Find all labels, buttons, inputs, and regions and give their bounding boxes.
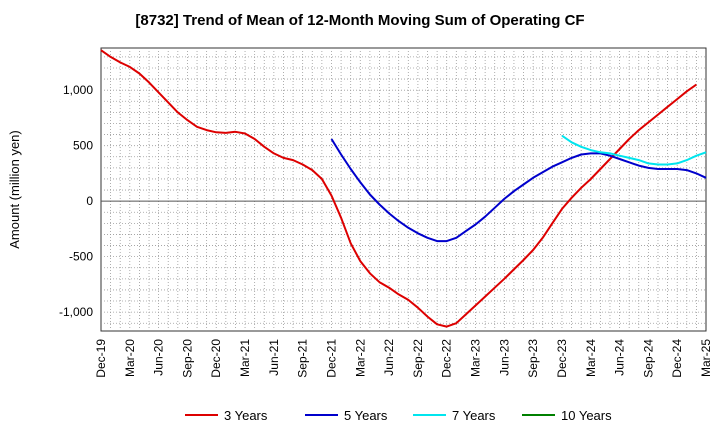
x-tick-label: Jun-24 <box>613 339 627 376</box>
x-tick-label: Mar-24 <box>584 339 598 377</box>
axes: 1,000 500 0 -500 -1,000 Dec-19 Mar-20 Jun-20 Sep… <box>59 83 713 378</box>
y-tick-label: -1,000 <box>59 305 93 319</box>
grid-lines <box>101 48 706 331</box>
legend-label: 10 Years <box>561 408 612 423</box>
x-tick-label: Jun-21 <box>267 339 281 376</box>
legend-label: 5 Years <box>344 408 388 423</box>
chart-title: [8732] Trend of Mean of 12-Month Moving … <box>135 12 585 29</box>
x-tick-label: Dec-22 <box>440 339 454 378</box>
legend-label: 3 Years <box>224 408 268 423</box>
y-tick-label: 500 <box>73 139 93 153</box>
y-tick-label: 1,000 <box>63 83 93 97</box>
x-tick-label: Mar-21 <box>238 339 252 377</box>
x-tick-label: Jun-20 <box>152 339 166 376</box>
x-tick-label: Sep-24 <box>641 339 655 378</box>
x-tick-label: Jun-23 <box>497 339 511 376</box>
y-axis-label: Amount (million yen) <box>7 130 22 249</box>
x-tick-label: Dec-21 <box>324 339 338 378</box>
x-tick-label: Sep-22 <box>411 339 425 378</box>
x-tick-label: Jun-22 <box>382 339 396 376</box>
legend-label: 7 Years <box>452 408 496 423</box>
x-tick-label: Sep-21 <box>296 339 310 378</box>
x-tick-label: Mar-23 <box>469 339 483 377</box>
x-tick-label: Dec-20 <box>209 339 223 378</box>
series-line-3-years <box>100 49 697 328</box>
x-tick-label: Sep-23 <box>526 339 540 378</box>
x-tick-label: Dec-24 <box>670 339 684 378</box>
y-tick-label: 0 <box>86 194 93 208</box>
plot-area <box>100 47 707 332</box>
x-tick-label: Mar-20 <box>123 339 137 377</box>
series-group <box>100 49 707 328</box>
legend: 3 Years 5 Years 7 Years 10 Years <box>185 408 612 423</box>
series-line-5-years <box>330 138 707 243</box>
y-tick-label: -500 <box>69 250 93 264</box>
x-tick-label: Dec-23 <box>555 339 569 378</box>
x-tick-label: Sep-20 <box>180 339 194 378</box>
x-tick-label: Mar-25 <box>699 339 713 377</box>
x-tick-label: Mar-22 <box>353 339 367 377</box>
series-line-7-years <box>561 134 707 166</box>
x-tick-label: Dec-19 <box>94 339 108 378</box>
